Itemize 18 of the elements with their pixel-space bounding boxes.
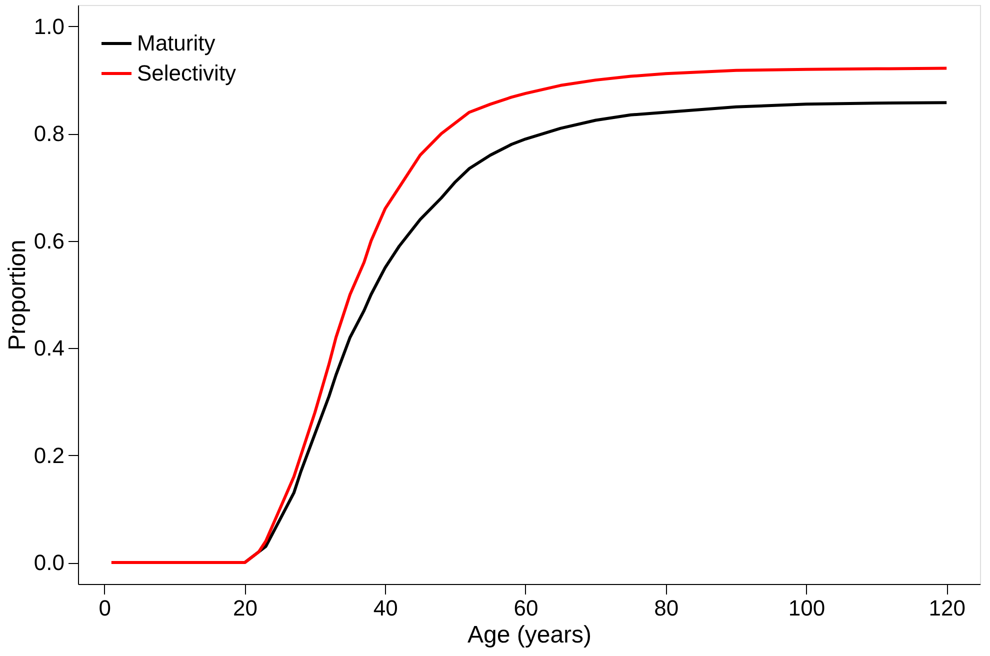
- legend-label: Selectivity: [137, 60, 236, 86]
- y-tick-label: 0.8: [34, 121, 64, 146]
- y-tick-label: 0.2: [34, 442, 64, 468]
- y-tick-label: 0.6: [34, 228, 64, 254]
- x-tick-label: 0: [98, 596, 112, 620]
- y-tick-label: 0.4: [34, 336, 64, 361]
- y-tick-label: 1.0: [34, 14, 64, 39]
- y-tick-label: 0.0: [34, 550, 64, 576]
- x-tick-label: 80: [654, 596, 679, 620]
- x-tick-label: 100: [788, 596, 826, 620]
- x-tick-label: 120: [928, 596, 966, 620]
- x-axis-title: Age (years): [467, 622, 592, 648]
- line-series: [110, 66, 948, 564]
- legend-label: Maturity: [137, 30, 216, 56]
- y-axis-title: Proportion: [4, 240, 31, 350]
- x-tick-label: 60: [514, 596, 538, 620]
- x-tick-label: 20: [233, 596, 258, 620]
- x-tick-label: 40: [373, 596, 398, 620]
